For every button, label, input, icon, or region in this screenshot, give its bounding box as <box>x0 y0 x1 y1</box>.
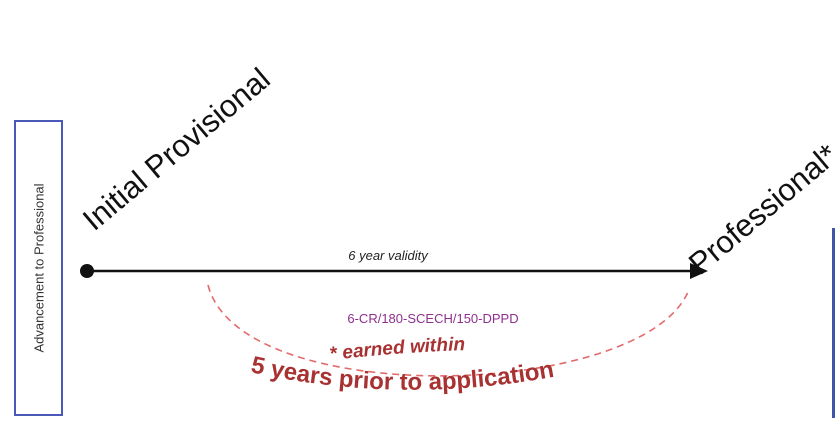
start-label: Initial Provisional <box>76 61 277 237</box>
arrow-head-icon <box>690 263 708 279</box>
requirement-label: 6-CR/180-SCECH/150-DPPD <box>347 311 518 326</box>
end-label: Professional* <box>682 137 840 281</box>
side-box: Advancement to Professional <box>14 120 63 416</box>
right-edge-border <box>832 228 835 418</box>
validity-label: 6 year validity <box>348 248 429 263</box>
dashed-arc <box>207 284 689 377</box>
arc-text-line1: * earned within <box>328 334 465 365</box>
